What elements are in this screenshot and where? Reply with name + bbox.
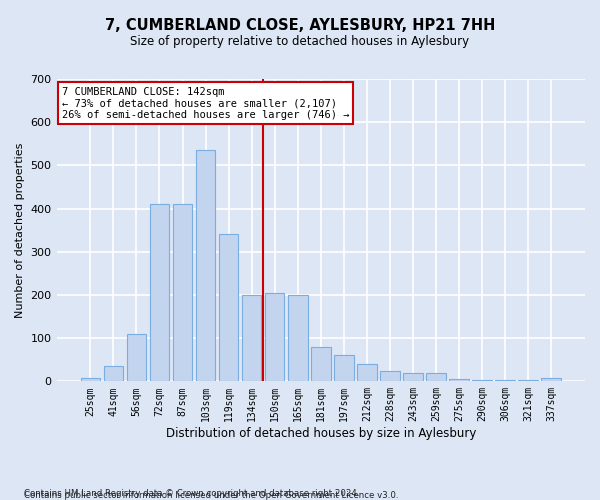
Bar [449,379,469,382]
Bar [80,378,100,382]
Bar [518,380,538,382]
Bar [541,378,561,382]
Bar [357,364,377,382]
Bar [472,380,492,382]
Y-axis label: Number of detached properties: Number of detached properties [15,142,25,318]
Bar [265,293,284,382]
Bar [127,334,146,382]
X-axis label: Distribution of detached houses by size in Aylesbury: Distribution of detached houses by size … [166,427,476,440]
Bar [496,380,515,382]
Bar [334,356,353,382]
Bar [403,372,423,382]
Bar [426,372,446,382]
Bar [149,204,169,382]
Bar [104,366,123,382]
Bar [219,234,238,382]
Bar [242,295,262,382]
Text: 7, CUMBERLAND CLOSE, AYLESBURY, HP21 7HH: 7, CUMBERLAND CLOSE, AYLESBURY, HP21 7HH [105,18,495,32]
Text: 7 CUMBERLAND CLOSE: 142sqm
← 73% of detached houses are smaller (2,107)
26% of s: 7 CUMBERLAND CLOSE: 142sqm ← 73% of deta… [62,86,349,120]
Bar [196,150,215,382]
Bar [380,370,400,382]
Bar [173,204,193,382]
Text: Contains public sector information licensed under the Open Government Licence v3: Contains public sector information licen… [24,491,398,500]
Bar [288,295,308,382]
Text: Size of property relative to detached houses in Aylesbury: Size of property relative to detached ho… [130,35,470,48]
Bar [311,347,331,382]
Text: Contains HM Land Registry data © Crown copyright and database right 2024.: Contains HM Land Registry data © Crown c… [24,488,359,498]
